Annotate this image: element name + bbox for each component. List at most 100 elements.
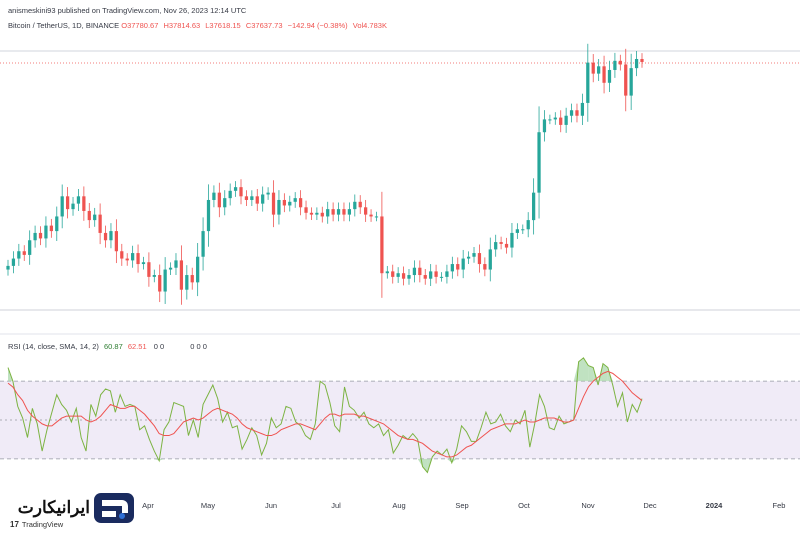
rsi-label[interactable]: RSI (14, close, SMA, 14, 2) [8, 342, 99, 351]
candle-body [521, 229, 525, 231]
candle-body [212, 192, 216, 200]
candle-body [22, 251, 26, 255]
candle-body [158, 275, 162, 292]
tradingview-watermark: 17 TradingView [10, 520, 63, 529]
candle-body [602, 66, 606, 83]
candle-body [6, 265, 10, 270]
rsi-zero-values-b: 0 0 0 [190, 342, 207, 351]
candle-body [504, 243, 509, 248]
candle-body [33, 232, 37, 241]
candle-body [11, 258, 16, 266]
candle-body [201, 231, 205, 257]
candle-body [152, 275, 156, 277]
candle-body [239, 187, 243, 197]
tradingview-icon: 17 [10, 520, 19, 529]
candle-body [55, 216, 59, 232]
candle-body [483, 264, 487, 270]
high-value: H37814.63 [163, 21, 201, 30]
x-tick-label: Jun [265, 501, 277, 510]
candle-body [537, 132, 541, 193]
candle-body [336, 209, 341, 215]
candle-body [331, 209, 335, 215]
candle-body [168, 267, 173, 270]
candle-body [542, 119, 547, 133]
candle-body [629, 68, 633, 96]
candle-body [396, 273, 400, 277]
candle-body [434, 271, 438, 277]
candle-body [364, 207, 368, 215]
candle-body [147, 262, 151, 277]
candle-body [233, 187, 238, 191]
x-tick-label: Dec [643, 501, 657, 510]
candle-body [613, 60, 617, 70]
candle-body [304, 207, 308, 213]
candle-body [385, 271, 389, 274]
rsi-oversold-fill [159, 458, 165, 461]
candle-body [217, 192, 221, 208]
candle-body [607, 69, 612, 83]
rsi-ma-line [7, 370, 643, 458]
candle-body [71, 203, 75, 210]
rsi-pane [0, 357, 800, 474]
candle-body [44, 225, 48, 239]
candle-body [228, 190, 232, 199]
candle-body [288, 201, 292, 206]
candle-body [477, 253, 482, 265]
candle-body [271, 192, 276, 215]
candle-body [461, 258, 465, 270]
candle-body [282, 199, 286, 206]
x-tick-label: Oct [518, 501, 531, 510]
candle-body [466, 256, 471, 259]
candle-body [488, 249, 492, 270]
low-value: L37618.15 [205, 21, 241, 30]
candle-body [456, 264, 460, 270]
rsi-overbought-fill [607, 367, 613, 382]
candle-body [76, 196, 81, 204]
candle-body [255, 196, 259, 204]
candle-body [250, 196, 254, 200]
candle-body [174, 260, 178, 268]
rsi-overbought-fill [578, 357, 584, 382]
rsi-ma-value: 62.51 [127, 342, 147, 351]
candle-body [293, 198, 297, 202]
candle-body [223, 198, 227, 208]
candle-body [103, 232, 108, 241]
candle-body [580, 102, 585, 116]
candle-body [548, 119, 552, 121]
tradingview-text: TradingView [21, 520, 64, 529]
x-tick-label: Aug [392, 501, 405, 510]
candle-body [494, 242, 498, 250]
candle-body [298, 198, 303, 208]
candle-body [380, 216, 384, 274]
candle-body [640, 58, 644, 62]
candle-body [196, 256, 200, 283]
candle-body [65, 196, 70, 210]
candle-body [49, 225, 53, 232]
x-axis: Apr May Jun Jul Aug Sep Oct Nov Dec 2024 Feb [142, 501, 785, 510]
candle-body [569, 110, 574, 116]
candle-body [98, 214, 102, 233]
brand-logo-text: ایرانیکارت [17, 498, 90, 517]
candle-body [407, 275, 411, 279]
candle-body [136, 253, 140, 265]
x-tick-label: Jul [331, 501, 341, 510]
symbol-name[interactable]: Bitcoin / TetherUS, 1D, BINANCE [8, 21, 120, 30]
candle-body [179, 260, 184, 290]
candle-body [17, 251, 21, 259]
rsi-zero-values-a: 0 0 [153, 342, 165, 351]
candle-body [515, 229, 519, 233]
candle-body [347, 209, 352, 215]
candle-body [82, 196, 86, 211]
candle-body [575, 110, 579, 116]
candle-body [391, 271, 395, 277]
candle-body [559, 117, 563, 125]
publisher-line: anismeskini93 published on TradingView.c… [8, 6, 247, 15]
candle-body [315, 212, 319, 215]
candle-body [109, 231, 113, 241]
x-tick-label: 2024 [706, 501, 724, 510]
candle-body [624, 64, 628, 96]
candle-body [141, 262, 146, 265]
volume-value: Vol4.783K [352, 21, 387, 30]
candle-body [634, 58, 639, 69]
